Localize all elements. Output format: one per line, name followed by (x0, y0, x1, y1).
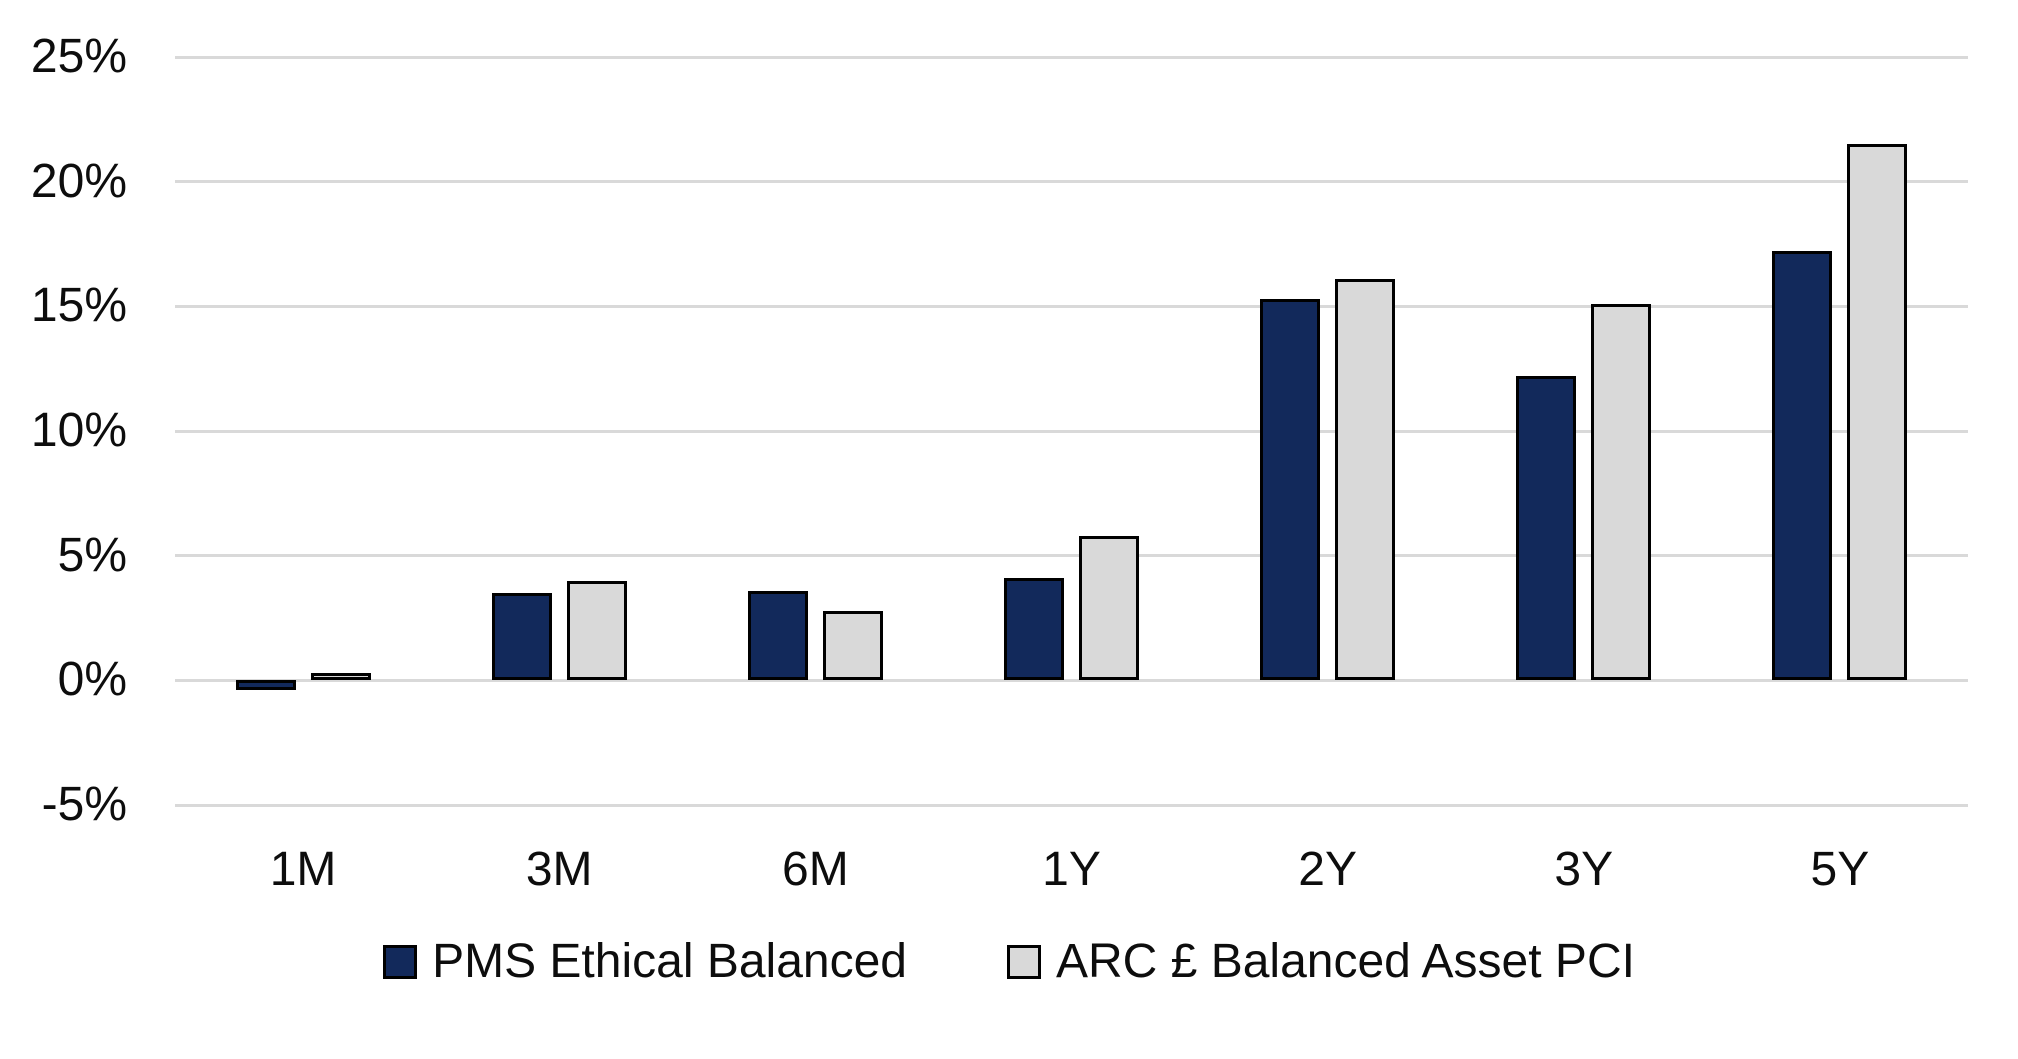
legend-swatch-arc (1006, 945, 1041, 979)
bar-pms-1Y (1004, 578, 1064, 681)
y-axis-tick-label: 10% (30, 404, 127, 457)
y-axis-tick-label: -5% (41, 778, 127, 831)
gridline-0% (175, 678, 1968, 682)
x-axis-category-label: 6M (782, 843, 849, 896)
x-axis-category-label: 5Y (1810, 843, 1870, 896)
x-axis-category-label: 2Y (1298, 843, 1357, 896)
legend-label-arc: ARC £ Balanced Asset PCI (1055, 935, 1635, 988)
legend-swatch-pms (383, 945, 418, 979)
bar-arc-1M (310, 672, 371, 681)
bar-pms-2Y (1260, 298, 1321, 681)
gridline-20% (175, 180, 1968, 184)
bar-arc-2Y (1335, 278, 1396, 681)
y-axis-tick-label: 15% (30, 279, 127, 333)
legend-label-pms: PMS Ethical Balanced (432, 935, 907, 988)
bar-pms-5Y (1772, 251, 1833, 681)
x-axis-category-label: 3M (525, 843, 593, 896)
x-axis-category-label: 1M (269, 843, 337, 896)
legend-item-arc: ARC £ Balanced Asset PCI (1006, 934, 1635, 990)
bar-arc-3M (566, 580, 627, 681)
bar-pms-3Y (1516, 376, 1577, 681)
x-axis-category-label: 1Y (1042, 843, 1101, 896)
bar-arc-3Y (1591, 303, 1652, 681)
gridline-25% (175, 55, 1968, 59)
legend: PMS Ethical Balanced ARC £ Balanced Asse… (0, 934, 2018, 990)
x-axis-category-label: 3Y (1554, 843, 1614, 896)
y-axis-tick-label: 0% (57, 653, 127, 707)
gridline--5% (175, 803, 1968, 807)
bar-pms-6M (747, 590, 808, 681)
bar-pms-1M (235, 680, 296, 691)
bar-pms-3M (491, 593, 552, 681)
y-axis-tick-label: 20% (30, 154, 127, 208)
legend-item-pms: PMS Ethical Balanced (383, 934, 907, 990)
bar-arc-5Y (1847, 144, 1908, 681)
gridline-5% (175, 554, 1968, 558)
gridline-15% (175, 304, 1968, 308)
gridline-10% (175, 429, 1968, 433)
y-axis-tick-label: 5% (57, 528, 127, 582)
bar-arc-6M (822, 610, 883, 681)
y-axis-tick-label: 25% (30, 30, 127, 83)
bar-arc-1Y (1079, 535, 1139, 681)
